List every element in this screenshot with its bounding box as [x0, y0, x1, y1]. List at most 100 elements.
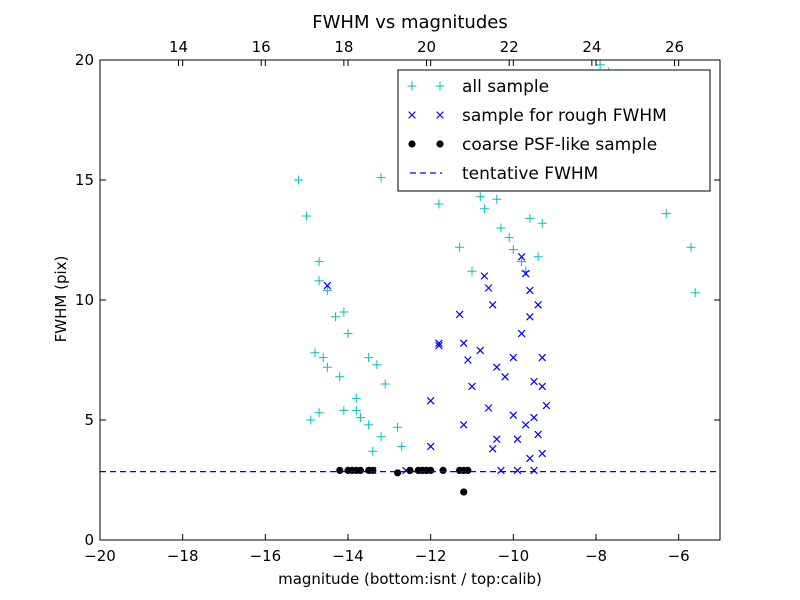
- top-tick-label: 24: [582, 38, 601, 56]
- y-tick-label: 5: [84, 411, 94, 429]
- all-sample-point: [355, 413, 365, 423]
- all-sample-point: [306, 415, 316, 425]
- rough-sample-point: [476, 346, 485, 355]
- all-sample-point: [339, 405, 349, 415]
- y-tick-label: 10: [75, 291, 94, 309]
- psf-sample-point: [356, 466, 364, 474]
- rough-sample-point: [513, 466, 522, 475]
- rough-sample-point: [426, 397, 435, 405]
- data-layer: [100, 60, 720, 496]
- all-sample-point: [455, 242, 465, 252]
- all-sample-point: [595, 60, 605, 70]
- legend-label: all sample: [462, 77, 549, 97]
- legend-swatch: [408, 111, 416, 119]
- all-sample-point: [661, 209, 671, 219]
- psf-sample-point: [406, 466, 414, 474]
- x-tick-label: −16: [250, 547, 282, 565]
- rough-sample-point: [517, 329, 526, 338]
- rough-sample-point: [530, 466, 538, 475]
- rough-sample-point: [435, 339, 443, 347]
- rough-sample-point: [513, 435, 522, 443]
- legend-swatch: [436, 111, 444, 119]
- rough-sample-point: [538, 353, 547, 362]
- all-sample-point: [479, 204, 489, 214]
- rough-sample-point: [493, 363, 501, 371]
- rough-sample-point: [521, 421, 530, 429]
- top-tick-label: 18: [334, 38, 353, 56]
- legend-label: sample for rough FWHM: [462, 106, 667, 126]
- all-sample-point: [686, 242, 696, 252]
- all-sample-point: [302, 211, 312, 221]
- all-sample-point: [475, 192, 485, 202]
- rough-sample-point: [526, 313, 534, 321]
- legend-swatch: [408, 140, 416, 148]
- rough-sample-point: [517, 253, 526, 261]
- rough-sample-point: [459, 421, 468, 429]
- all-sample-point: [397, 441, 407, 451]
- x-tick-label: −18: [167, 547, 199, 565]
- rough-sample-point: [435, 341, 443, 350]
- x-tick-label: −12: [415, 547, 447, 565]
- all-sample-point: [314, 257, 324, 267]
- rough-sample-point: [534, 301, 542, 309]
- top-tick-label: 22: [500, 38, 519, 56]
- x-tick-label: −20: [84, 547, 116, 565]
- legend-box: [397, 69, 711, 192]
- psf-sample-point: [460, 488, 468, 496]
- rough-sample-point: [534, 430, 542, 439]
- all-sample-point: [525, 213, 535, 223]
- psf-sample-point: [464, 466, 472, 474]
- legend: all sample sample for rough FWHM coarse PS…: [397, 69, 711, 192]
- all-sample-point: [364, 353, 374, 363]
- rough-sample-point: [493, 435, 501, 443]
- psf-sample-point: [369, 466, 377, 474]
- all-sample-point: [376, 432, 386, 442]
- all-sample-point: [335, 372, 345, 382]
- all-sample-point: [690, 288, 700, 298]
- all-sample-point: [331, 312, 341, 322]
- all-sample-point: [351, 405, 361, 415]
- x-tick-label: −10: [498, 547, 530, 565]
- all-sample-point: [496, 223, 506, 233]
- rough-sample-point: [542, 401, 551, 410]
- all-sample-point: [314, 408, 324, 418]
- psf-sample-point: [427, 466, 435, 474]
- axes: −20 −18 −16 −14 −12 −10 −8 −6 0 5 10 15 20 14 16 18 20 22…: [75, 38, 721, 565]
- rough-sample-point: [426, 442, 435, 451]
- top-tick-label: 16: [252, 38, 271, 56]
- legend-label: coarse PSF-like sample: [462, 135, 657, 155]
- x-tick-label: −6: [668, 547, 690, 565]
- rough-sample-point: [538, 449, 547, 458]
- rough-sample-point: [484, 284, 493, 292]
- all-sample-point: [322, 362, 332, 372]
- y-axis-label: FWHM (pix): [52, 256, 70, 343]
- rough-sample-point: [501, 373, 509, 381]
- rough-sample-point: [488, 445, 497, 453]
- all-sample-point: [492, 194, 502, 204]
- rough-sample-point: [509, 411, 518, 419]
- rough-sample-point: [459, 339, 468, 347]
- all-sample-point: [504, 233, 514, 243]
- psf-sample-point: [336, 466, 344, 474]
- legend-swatch: [435, 81, 445, 91]
- all-sample-point: [351, 393, 361, 403]
- all-sample-point: [318, 353, 328, 363]
- all-sample-point: [376, 173, 386, 183]
- all-sample-point: [314, 276, 324, 286]
- rough-sample-point: [526, 286, 534, 295]
- all-sample-point: [368, 446, 378, 456]
- all-sample-point: [343, 329, 353, 339]
- legend-swatch: [407, 81, 417, 91]
- rough-sample-point: [521, 269, 530, 278]
- rough-sample-point: [468, 382, 476, 391]
- plot-area: [100, 60, 720, 496]
- rough-sample-point: [538, 382, 547, 391]
- all-sample-point: [380, 379, 390, 389]
- x-axis-label: magnitude (bottom:isnt / top:calib): [278, 570, 542, 588]
- all-sample-point: [322, 285, 332, 295]
- y-tick-label: 0: [84, 531, 94, 549]
- rough-sample-point: [480, 272, 489, 280]
- all-sample-point: [293, 175, 303, 185]
- all-sample-point: [434, 199, 444, 209]
